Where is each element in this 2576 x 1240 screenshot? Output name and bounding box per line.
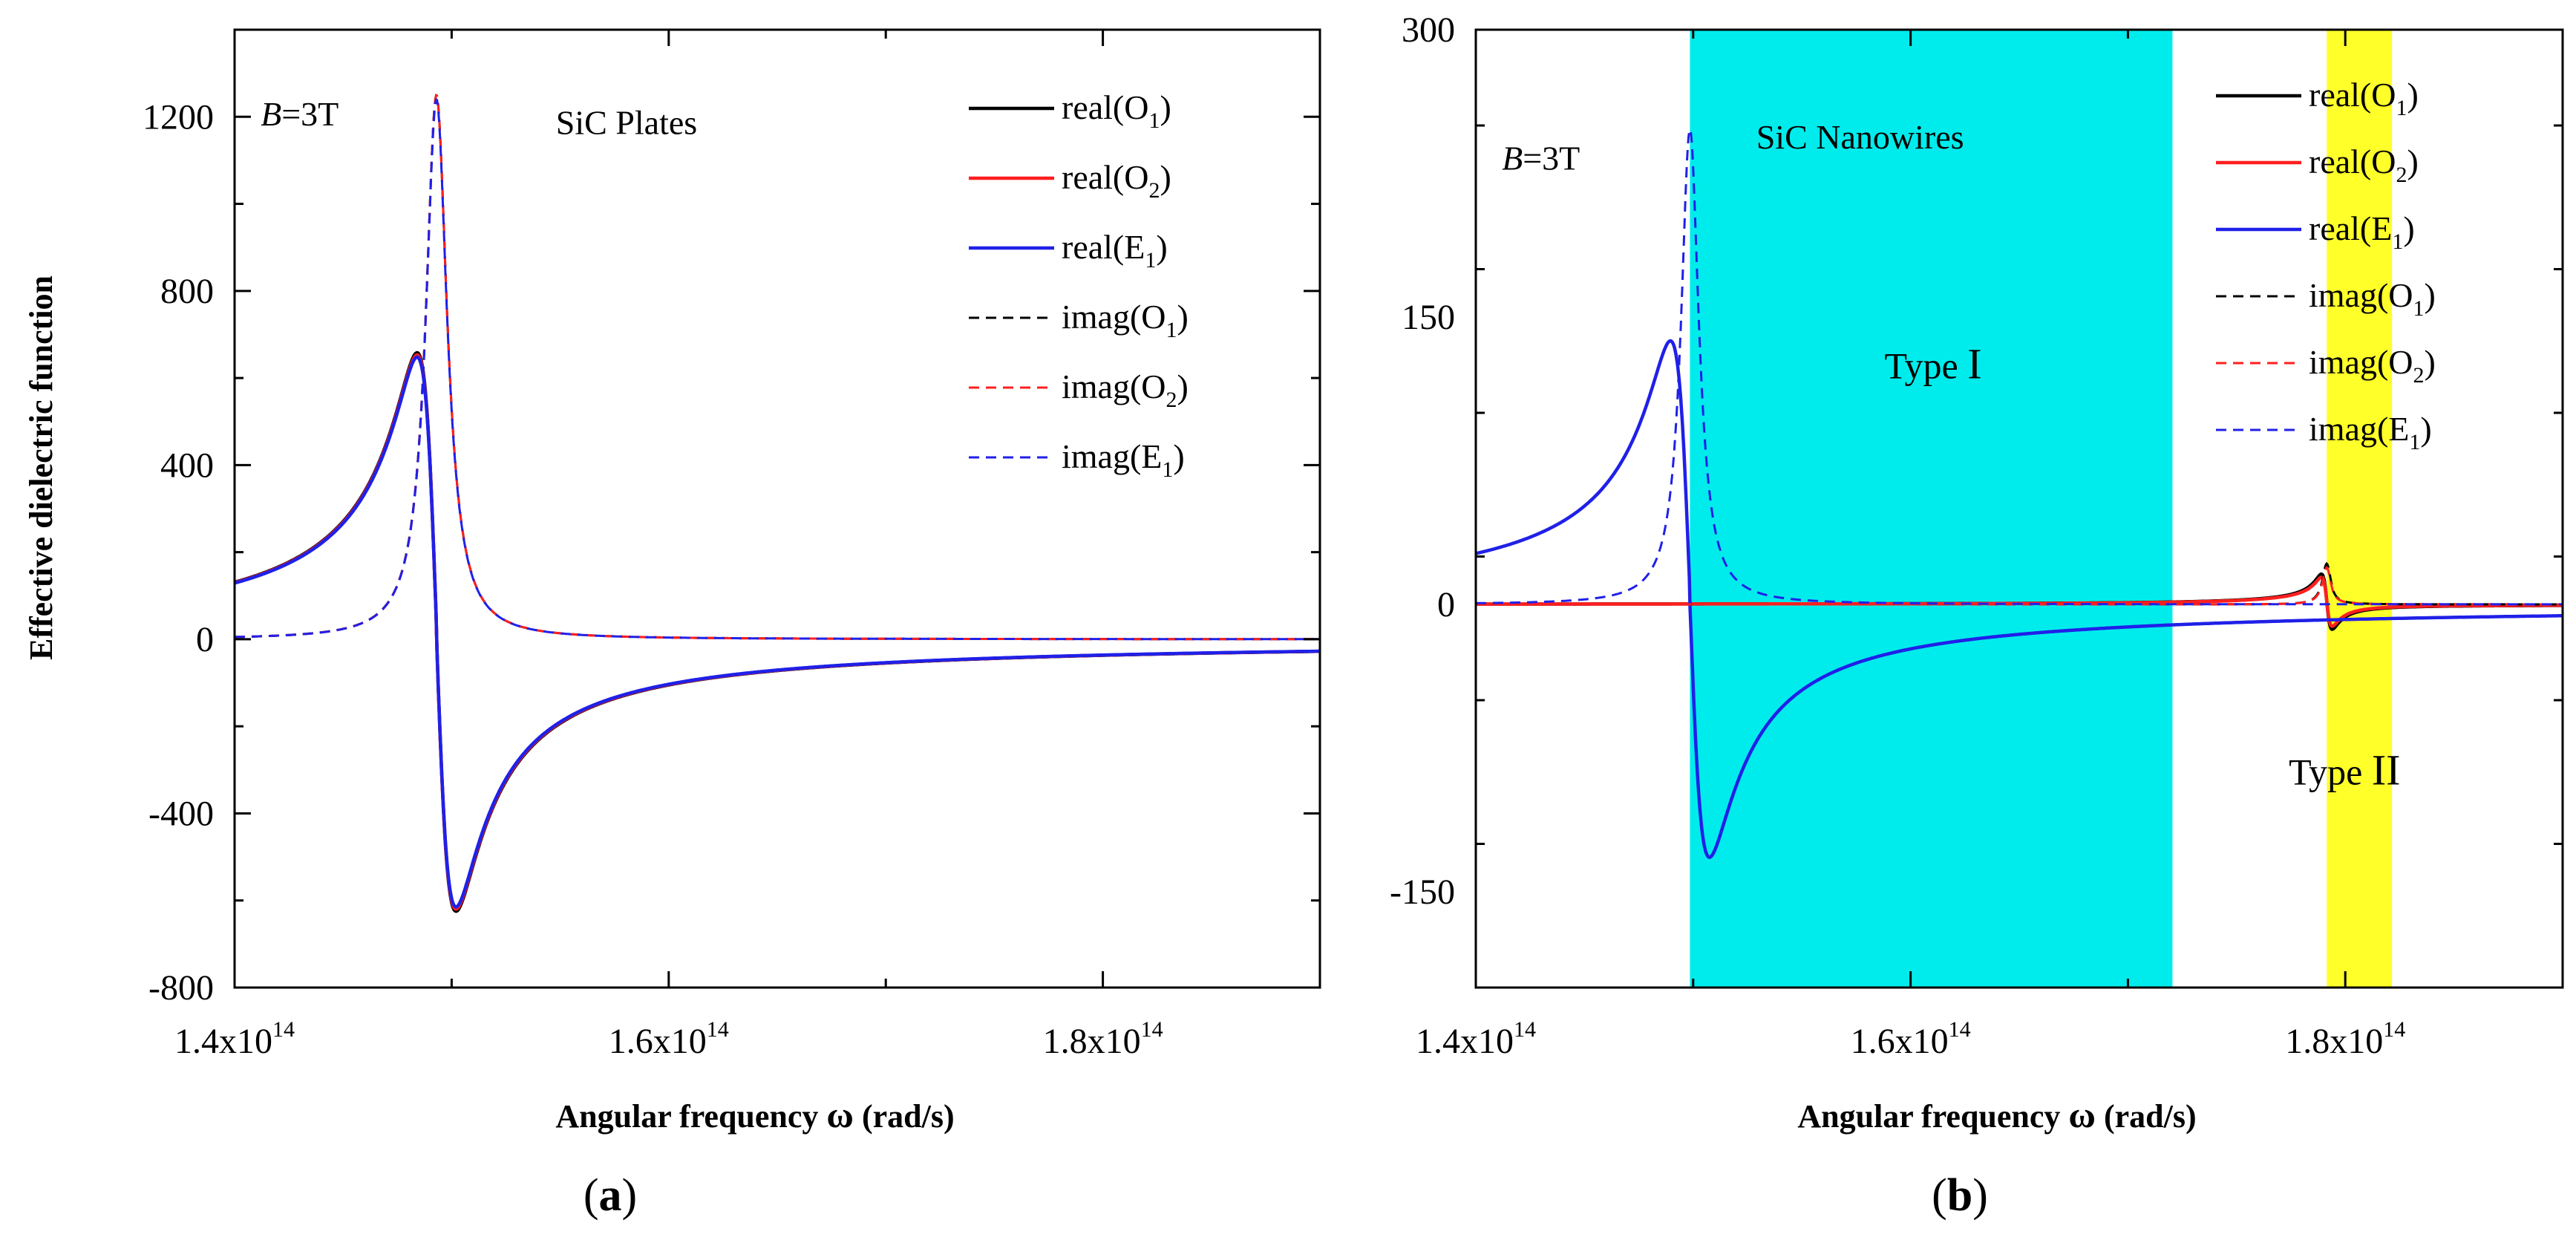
legend-entry: real(E1) xyxy=(2309,209,2415,254)
x-tick-label: 1.8x1014 xyxy=(1043,1017,1163,1061)
y-tick-label: -400 xyxy=(148,794,214,833)
x-tick-label: 1.6x1014 xyxy=(609,1017,729,1061)
legend-entry: imag(O2) xyxy=(1062,368,1189,412)
legend-entry: real(O1) xyxy=(1062,88,1171,133)
band-type-i xyxy=(1690,30,2173,988)
y-tick-label: 0 xyxy=(1437,585,1455,624)
legend-entry: imag(O1) xyxy=(2309,276,2436,321)
series-reale1-line xyxy=(1476,339,2563,859)
panel-title: SiC Nanowires xyxy=(1756,118,1964,156)
legend-entry: real(O2) xyxy=(2309,143,2419,187)
legend-entry: imag(E1) xyxy=(2309,410,2432,454)
band-label: Type II xyxy=(2289,746,2400,794)
y-tick-label: 400 xyxy=(160,446,214,485)
legend-entry: imag(E1) xyxy=(1062,437,1185,482)
series-realo1-line xyxy=(235,350,1320,913)
x-tick-label: 1.8x1014 xyxy=(2285,1017,2405,1061)
panel-label: (a) xyxy=(583,1170,637,1221)
axes-frame xyxy=(1474,28,2564,989)
x-tick-label: 1.4x1014 xyxy=(1416,1017,1536,1061)
plot-area xyxy=(235,94,1320,913)
series-image1-line xyxy=(235,98,1320,641)
y-tick-label: -800 xyxy=(148,968,214,1008)
x-axis-title: Angular frequency ω (rad/s) xyxy=(1797,1094,2196,1135)
legend-entry: imag(O2) xyxy=(2309,343,2436,388)
y-tick-label: 800 xyxy=(160,272,214,311)
x-tick-label: 1.6x1014 xyxy=(1851,1017,1971,1061)
panel-b: 1.4x1014 1.6x1014 1.8x1014 -150 0 150 300 Angul… xyxy=(1390,10,2564,1221)
legend: real(O1) real(O2) real(E1) imag(O1) imag(O2)… xyxy=(2216,76,2436,454)
legend-entry: real(O2) xyxy=(1062,158,1171,203)
series-imago1-line xyxy=(1476,561,2563,606)
plot-area xyxy=(1476,126,2563,859)
band-type-ii xyxy=(2327,30,2393,988)
magnetic-field-label: B=3T xyxy=(1502,139,1580,177)
x-axis-title: Angular frequency ω (rad/s) xyxy=(555,1094,954,1135)
y-tick-label: 150 xyxy=(1402,298,1455,337)
x-tick-label: 1.4x1014 xyxy=(174,1017,295,1061)
legend-entry: imag(O1) xyxy=(1062,298,1189,342)
y-axis-title: Effective dielectric function xyxy=(23,275,59,660)
axes-frame xyxy=(233,28,1321,989)
band-label: Type I xyxy=(1884,340,1981,388)
y-tick-label: 0 xyxy=(196,620,214,659)
magnetic-field-label: B=3T xyxy=(261,95,339,133)
panel-title: SiC Plates xyxy=(556,104,697,142)
y-tick-label: 300 xyxy=(1402,10,1455,50)
y-tick-label: -150 xyxy=(1390,872,1455,912)
legend-entry: real(O1) xyxy=(2309,76,2419,120)
series-reale1-line xyxy=(235,355,1320,909)
legend: real(O1) real(O2) real(E1) imag(O1) imag(O2)… xyxy=(969,88,1189,482)
legend-entry: real(E1) xyxy=(1062,228,1168,273)
y-tick-label: 1200 xyxy=(143,97,214,137)
panel-label: (b) xyxy=(1932,1170,1988,1221)
series-image1-line xyxy=(1476,126,2563,606)
panel-a: 1.4x1014 1.6x1014 1.8x1014 -800 -400 0 400 800 1… xyxy=(23,28,1321,1221)
